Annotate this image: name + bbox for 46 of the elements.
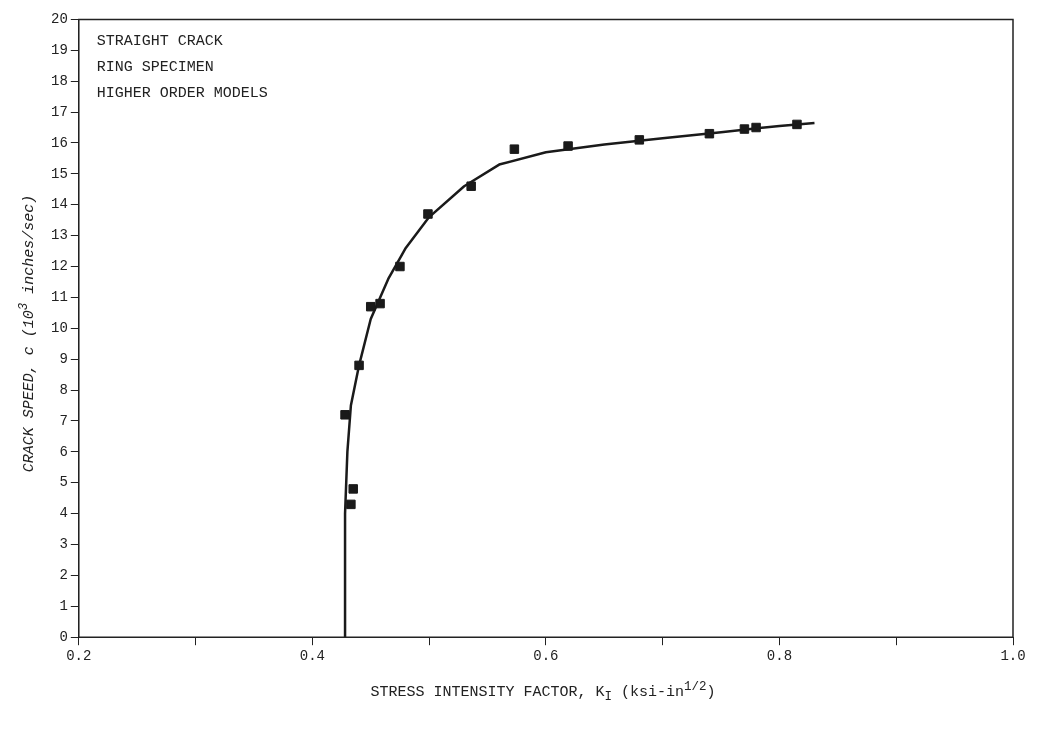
point <box>366 301 376 312</box>
point <box>634 135 645 145</box>
point <box>466 181 476 191</box>
annotation: STRAIGHT CRACK <box>96 33 223 51</box>
x-tick-label: 0.8 <box>766 648 793 665</box>
y-tick-label: 11 <box>50 289 68 306</box>
y-tick-label: 20 <box>50 11 68 28</box>
y-tick-label: 13 <box>50 227 68 244</box>
x-tick-label: 0.2 <box>66 648 92 665</box>
y-tick-label: 7 <box>59 412 68 429</box>
point <box>704 128 715 139</box>
y-tick-label: 0 <box>59 628 68 645</box>
point <box>792 119 802 130</box>
point <box>751 122 761 133</box>
y-tick-label: 5 <box>59 474 68 491</box>
y-tick-label: 15 <box>50 165 68 182</box>
x-axis-title: STRESS INTENSITY FACTOR, K$_{I}$ (ksi-in$^{1/2}$) <box>369 680 717 704</box>
y-tick-label: 2 <box>59 567 68 584</box>
x-tick-label: 0.6 <box>533 648 559 665</box>
y-tick-label: 19 <box>50 41 68 58</box>
point <box>423 209 433 219</box>
x-tick-label: 1.0 <box>1000 648 1026 665</box>
y-tick-label: 8 <box>59 381 68 398</box>
point <box>346 499 356 510</box>
y-tick-label: 4 <box>59 505 68 522</box>
point <box>739 124 750 134</box>
y-tick-label: 10 <box>50 320 68 336</box>
point <box>340 410 350 420</box>
point <box>563 141 573 151</box>
y-tick-label: 17 <box>50 103 68 120</box>
y-tick-label: 1 <box>59 598 68 615</box>
y-tick-label: 16 <box>50 134 68 151</box>
point <box>348 484 358 494</box>
y-tick-label: 12 <box>50 258 68 275</box>
y-tick-label: 9 <box>59 350 68 367</box>
point <box>509 144 520 154</box>
point <box>354 360 364 371</box>
point <box>375 298 385 309</box>
point <box>395 261 405 272</box>
y-tick-label: 3 <box>59 536 68 553</box>
y-tick-label: 14 <box>50 196 68 213</box>
annotation: RING SPECIMEN <box>96 59 214 77</box>
y-tick-label: 18 <box>50 72 68 89</box>
annotation: HIGHER ORDER MODELS <box>96 85 268 103</box>
y-tick-label: 6 <box>59 443 68 460</box>
x-tick-label: 0.4 <box>299 648 325 665</box>
